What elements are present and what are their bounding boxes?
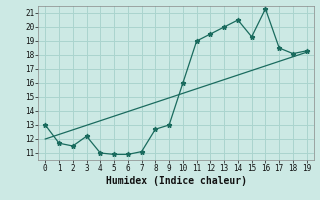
X-axis label: Humidex (Indice chaleur): Humidex (Indice chaleur) [106, 176, 246, 186]
